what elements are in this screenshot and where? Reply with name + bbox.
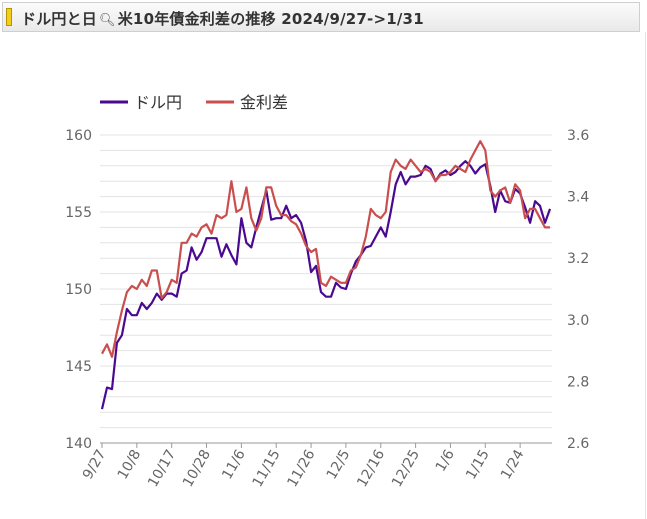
x-tick-label: 1/15 — [463, 447, 493, 482]
x-axis: 9/27 10/8 10/17 10/28 11/6 11/15 11/26 12/5 12/1… — [80, 443, 528, 490]
y-right-tick-label: 3.6 — [567, 128, 589, 144]
chart-title: ドル円と日 🔍︎ 米10年債金利差の推移 2024/9/27->1/31 — [21, 8, 424, 29]
x-tick-label: 1/24 — [498, 447, 528, 482]
x-tick-label: 9/27 — [80, 447, 110, 482]
title-bar: ドル円と日 🔍︎ 米10年債金利差の推移 2024/9/27->1/31 — [2, 2, 640, 32]
y-left-tick-label: 155 — [65, 205, 92, 221]
magnifier-icon[interactable]: 🔍︎ — [99, 13, 116, 28]
y-right-tick-label: 3.0 — [567, 313, 589, 329]
x-tick-label: 11/6 — [219, 447, 249, 482]
x-tick-label: 12/25 — [389, 447, 423, 490]
y-left-tick-label: 140 — [65, 436, 92, 452]
y-left-tick-label: 145 — [65, 359, 92, 375]
legend: ドル円 金利差 — [100, 93, 288, 112]
y-right-tick-label: 2.6 — [567, 436, 589, 452]
series-lines — [100, 140, 552, 410]
chart-frame — [0, 32, 646, 519]
spread-series-line — [101, 140, 550, 358]
legend-usdjpy-label: ドル円 — [134, 93, 182, 112]
gridlines — [100, 134, 552, 444]
x-tick-label: 11/26 — [284, 447, 318, 490]
y-right-tick-label: 2.8 — [567, 374, 589, 390]
x-tick-label: 12/16 — [354, 447, 388, 490]
x-tick-label: 10/28 — [180, 447, 214, 490]
usdjpy-series-line — [100, 160, 552, 410]
y-axis-right: 2.6 2.8 3.0 3.2 3.4 3.6 — [567, 128, 589, 452]
x-tick-label: 12/5 — [324, 447, 354, 482]
y-left-tick-label: 150 — [65, 282, 92, 298]
legend-spread-label: 金利差 — [240, 93, 288, 112]
y-right-tick-label: 3.2 — [567, 251, 589, 267]
y-axis-left: 140 145 150 155 160 — [65, 128, 92, 452]
yellow-bar-icon — [6, 8, 12, 26]
x-tick-label: 10/8 — [115, 447, 145, 482]
x-tick-label: 1/6 — [433, 447, 458, 475]
title-part-2: 米10年債金利差の推移 2024/9/27->1/31 — [117, 10, 424, 28]
y-left-tick-label: 160 — [65, 128, 92, 144]
x-tick-label: 11/15 — [250, 447, 284, 490]
x-tick-label: 10/17 — [145, 447, 179, 490]
y-right-tick-label: 3.4 — [567, 190, 589, 206]
title-part-1: ドル円と日 — [21, 10, 98, 28]
